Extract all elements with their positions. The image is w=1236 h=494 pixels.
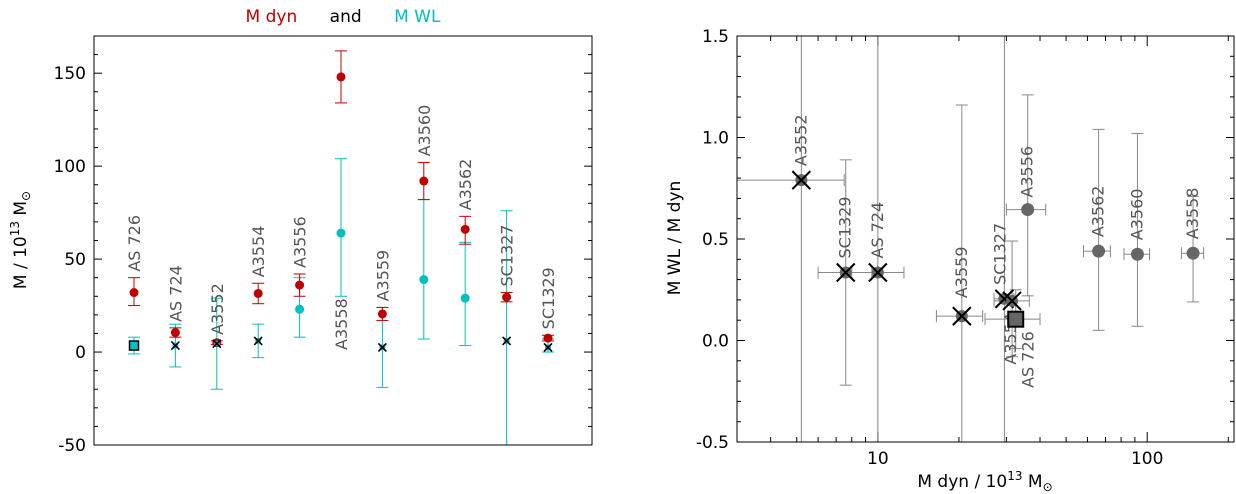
x-axis-label-sup: 13 [1007,469,1022,483]
wl-point [460,293,470,303]
dyn-point [543,333,553,343]
y-axis-label-main: M / 10 [11,236,31,289]
y-tick-label: 150 [54,64,86,84]
point-square [1007,310,1025,328]
dyn-point [419,176,429,186]
y-axis-label-tail: M [11,201,31,221]
dyn-point [253,288,263,298]
chart-title-part: and [297,7,361,27]
plot-frame [93,35,593,446]
y-tick-label: 0.5 [702,230,729,250]
cluster-label: AS 724 [166,265,185,322]
point-label: A3562 [1089,186,1108,238]
wl-point-cross [543,342,553,352]
dyn-point [460,224,470,234]
point-cross [952,306,972,326]
y-tick-label: 1.5 [702,27,729,47]
point-label: A3559 [952,246,971,298]
wl-point-cross [212,339,222,349]
dyn-point [170,328,180,338]
point-cross [868,262,888,283]
chart-title-part: M dyn [246,7,298,27]
dyn-point [377,309,387,319]
point-label: AS 726 [1019,331,1038,388]
cluster-label: A3562 [456,159,475,211]
wl-point-cross [377,342,387,352]
wl-point-cross [170,340,180,351]
x-axis-label-tail: M [1023,472,1043,492]
point-label: A3556 [1018,146,1037,198]
cluster-label: A3558 [332,298,351,350]
chart-title-part: M WL [362,7,441,27]
y-tick-label: 100 [54,157,86,177]
cluster-label: A3559 [373,250,392,302]
plot-frame [736,35,1235,443]
wl-point [336,228,346,238]
cluster-label: SC1327 [498,225,517,287]
y-tick-label: -0.5 [696,433,729,453]
dyn-point [129,288,139,298]
x-axis-label-main: M dyn / 10 [917,472,1007,492]
cluster-label: A3560 [415,105,434,157]
point-cross [1002,291,1022,311]
point-cross [836,262,856,283]
point [1092,244,1106,258]
y-axis-label: M WL / M dyn [665,181,685,296]
right-chart-panel: M WL / M dyn M dyn / 1013 M⊙ -0.5 0.0 0.5 1.0… [665,27,1235,494]
wl-point-cross [502,336,512,346]
chart-title: M dyn and M WL [246,7,441,27]
point-cross [791,170,812,190]
cluster-label: A3554 [249,226,268,278]
point-label: SC1327 [990,223,1009,285]
left-chart-panel: M dyn and M WL M / 1013 M⊙ -50 0 50 100 150 AS … [8,7,593,456]
x-axis-label-sub: ⊙ [1043,480,1053,494]
dyn-point [336,72,346,82]
x-tick-label: 10 [867,449,889,469]
cluster-label: A3556 [291,216,310,268]
y-tick-label: 0 [75,343,86,363]
cluster-label: SC1329 [539,267,558,329]
wl-point-square [128,340,140,351]
dyn-point [295,280,305,290]
x-tick-label: 100 [1131,449,1163,469]
y-axis-label-sup: 13 [8,221,22,236]
y-axis-label: M / 1013 M⊙ [8,191,33,289]
y-tick-label: 50 [64,250,86,270]
point-label: A3558 [1183,188,1202,240]
wl-point [295,304,305,314]
point-label: A3560 [1127,189,1146,241]
point [1130,247,1144,261]
y-axis-label-sub: ⊙ [19,191,33,201]
cluster-label: A3552 [208,283,227,335]
cluster-label: AS 726 [125,215,144,272]
dyn-point [502,292,512,302]
point [1021,203,1035,217]
point-label: AS 724 [868,202,887,259]
y-tick-label: 0.0 [702,332,729,352]
point-label: SC1329 [836,196,855,258]
point [1186,246,1200,260]
wl-point-cross [253,336,263,346]
x-axis-label: M dyn / 1013 M⊙ [917,469,1052,494]
point-label: A3552 [791,114,810,166]
y-tick-label: 1.0 [702,129,729,149]
y-tick-label: -50 [58,436,86,456]
wl-point [419,275,429,285]
